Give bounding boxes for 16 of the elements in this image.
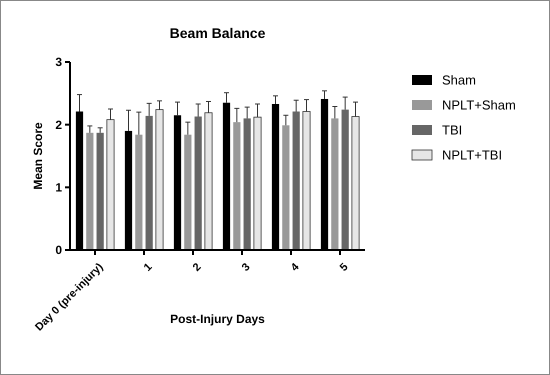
legend-label: NPLT+TBI xyxy=(442,148,502,163)
y-tick-label: 1 xyxy=(55,180,62,195)
legend-label: Sham xyxy=(442,72,476,88)
y-tick-label: 0 xyxy=(55,243,62,258)
y-axis-title: Mean Score xyxy=(31,122,45,190)
legend-label: NPLT+Sham xyxy=(442,98,516,113)
x-tick-label: 3 xyxy=(240,261,253,274)
chart-title: Beam Balance xyxy=(170,25,266,41)
y-tick-label: 3 xyxy=(55,55,62,70)
x-tick-label: 2 xyxy=(190,261,204,274)
x-tick-label: 4 xyxy=(288,260,302,274)
x-axis-title: Post-Injury Days xyxy=(170,312,266,326)
y-tick-label: 2 xyxy=(55,118,62,132)
x-tick-label: 5 xyxy=(338,261,351,274)
legend-label: TBI xyxy=(442,122,462,138)
x-tick-label: 1 xyxy=(142,261,155,274)
